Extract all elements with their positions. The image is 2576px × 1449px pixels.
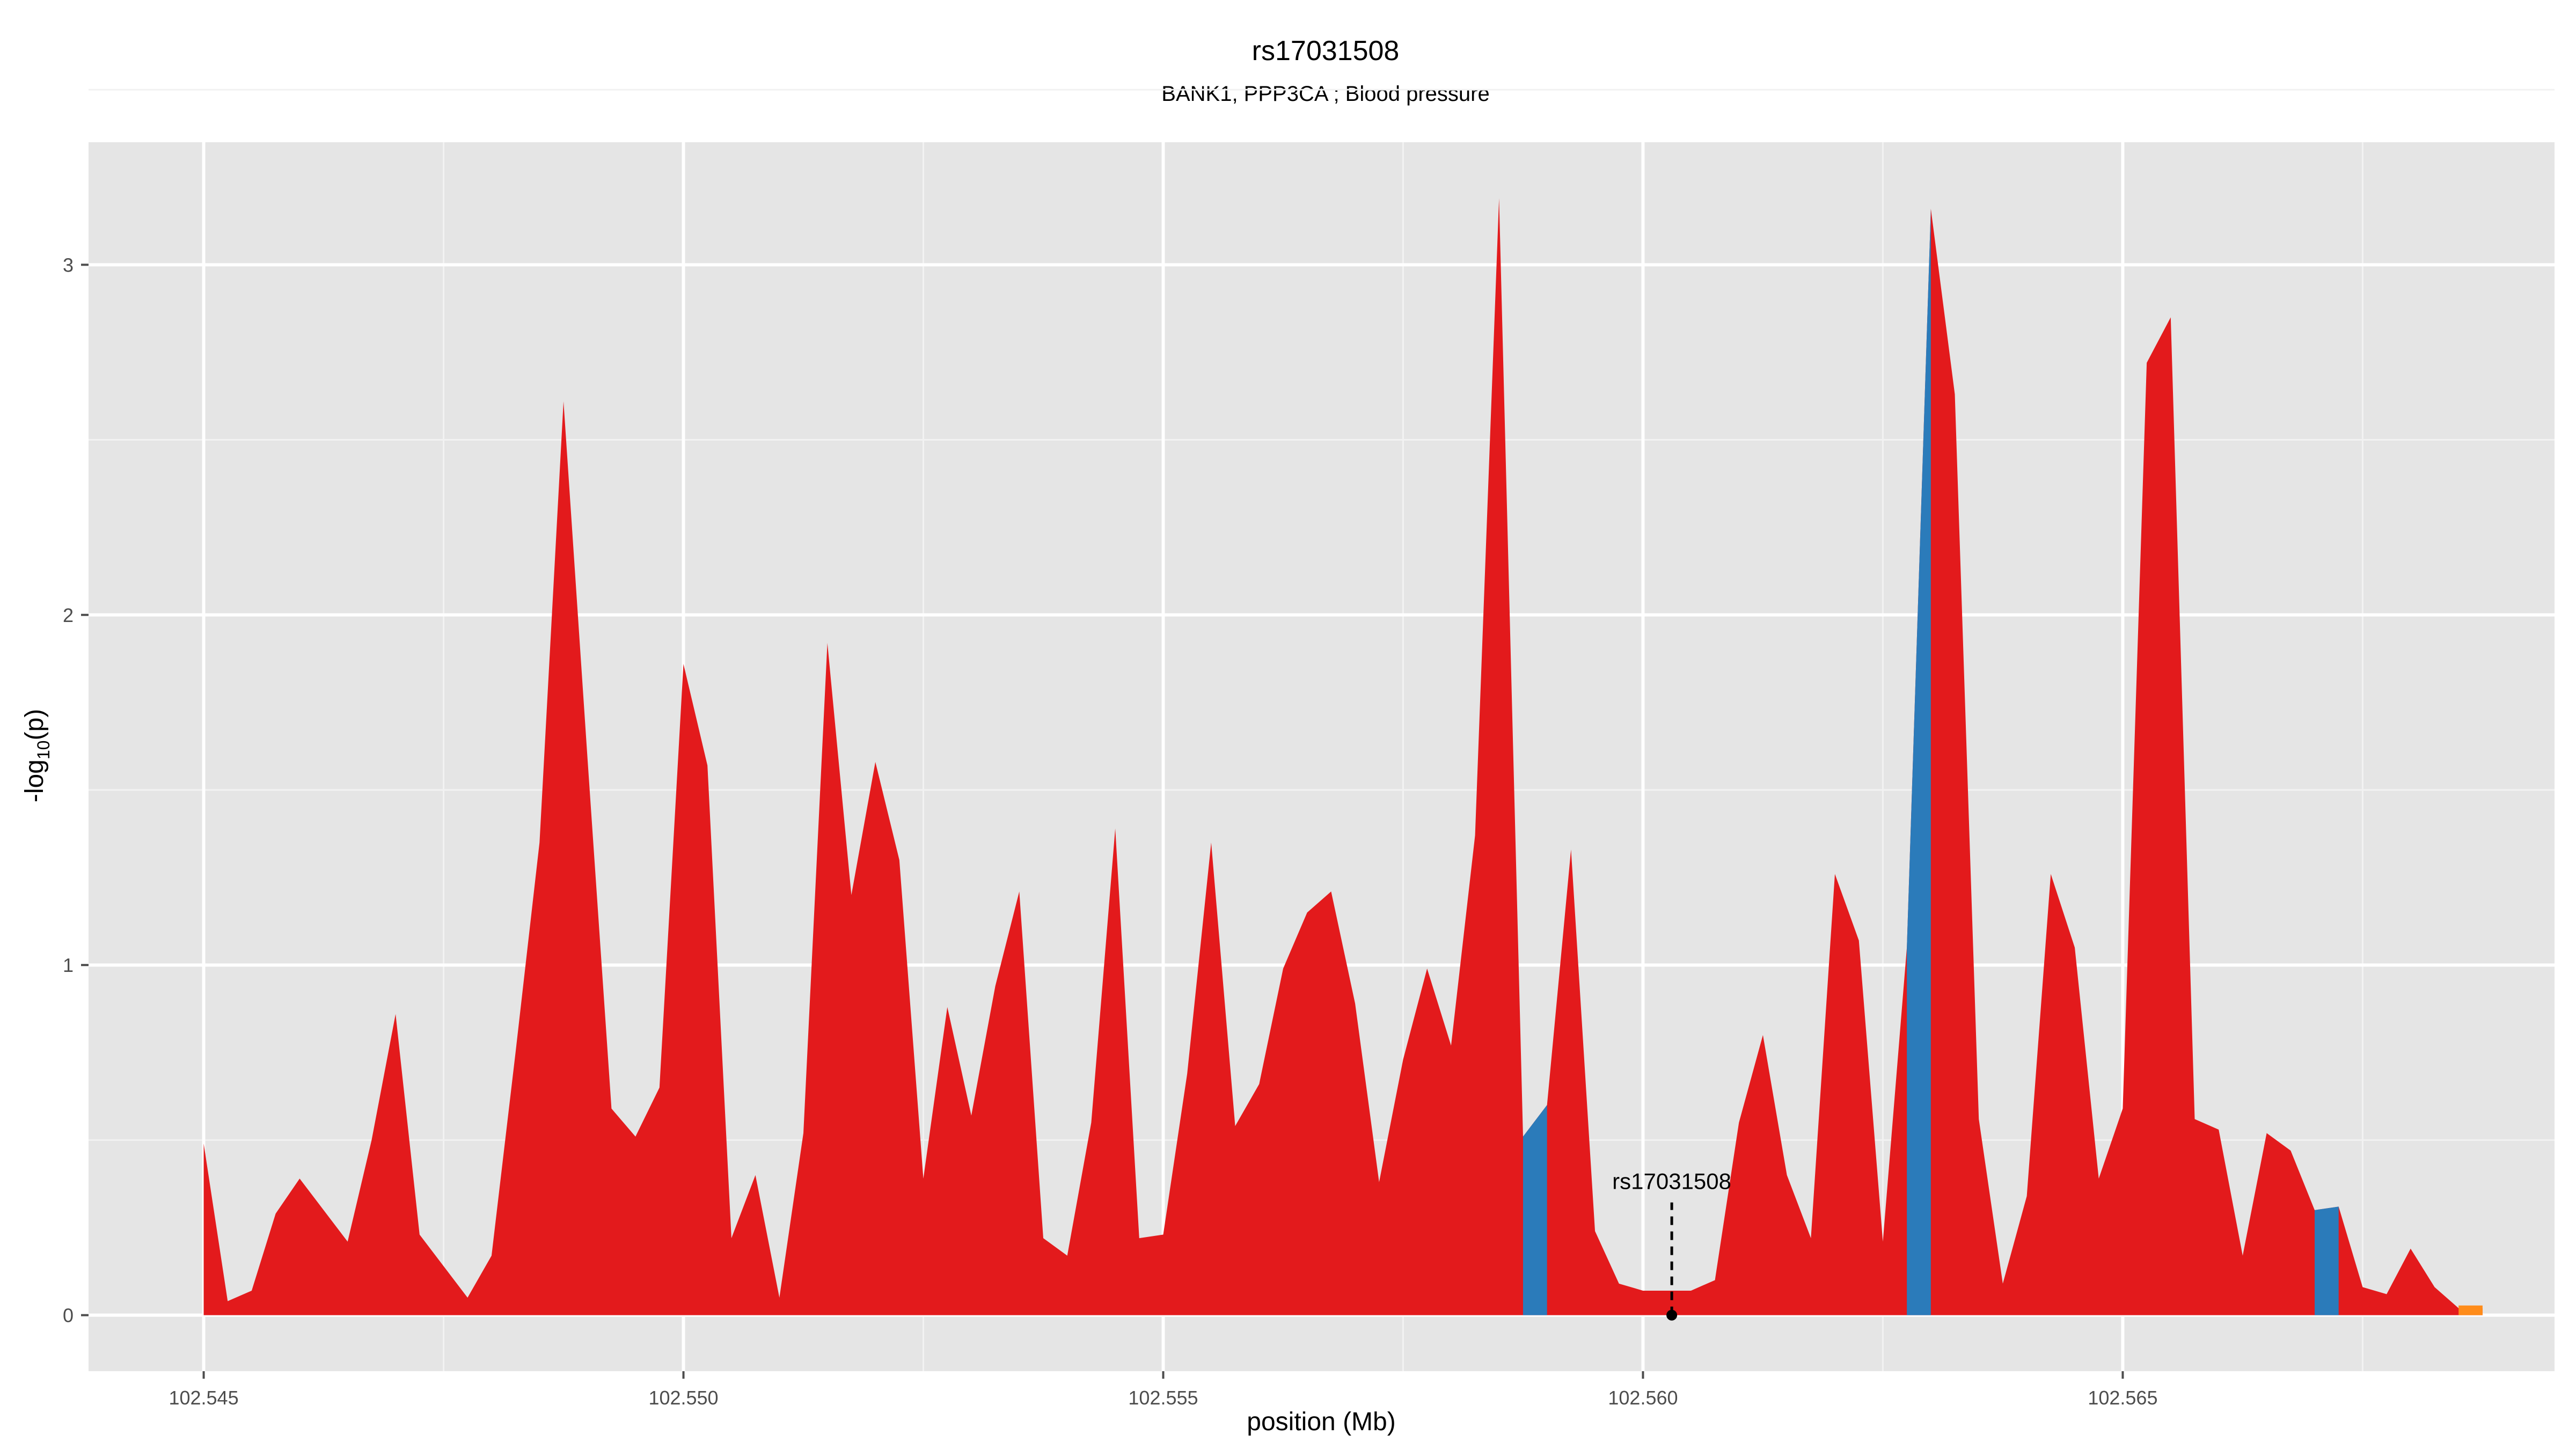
- x-axis-label: position (Mb): [1247, 1408, 1395, 1436]
- area-blue-segment: [1523, 1105, 1547, 1315]
- x-axis-ticks: 102.545 102.550 102.555 102.560 102.565: [169, 1371, 2157, 1409]
- y-tick-label: 3: [63, 254, 74, 276]
- y-axis-label: -log10(p): [20, 709, 53, 802]
- chart-title: rs17031508: [1252, 35, 1400, 67]
- annotation-point: [1666, 1309, 1678, 1321]
- area-blue-segment: [2315, 1206, 2339, 1315]
- y-tick-label: 1: [63, 954, 74, 976]
- y-tick-label: 0: [63, 1305, 74, 1327]
- y-axis-ticks: 0 1 2 3: [63, 254, 89, 1327]
- x-tick-label: 102.545: [169, 1387, 238, 1409]
- snp-annotation: rs17031508: [1612, 1169, 1731, 1321]
- y-tick-label: 2: [63, 604, 74, 626]
- chart-subtitle: BANK1, PPP3CA ; Blood pressure: [1161, 82, 1489, 106]
- x-tick-label: 102.565: [2088, 1387, 2157, 1409]
- area-blue-segment: [1907, 208, 1931, 1315]
- area-orange-segment: [2458, 1305, 2483, 1315]
- x-tick-label: 102.550: [648, 1387, 718, 1409]
- x-tick-label: 102.560: [1608, 1387, 1678, 1409]
- area-series: [203, 198, 2483, 1315]
- annotation-label: rs17031508: [1612, 1169, 1731, 1194]
- x-tick-label: 102.555: [1128, 1387, 1198, 1409]
